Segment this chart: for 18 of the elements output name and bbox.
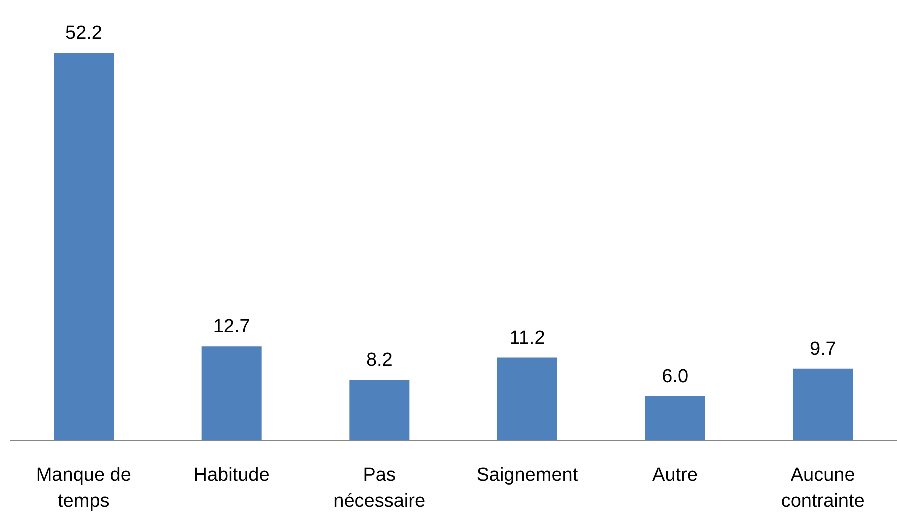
x-tick-label: Saignement bbox=[476, 464, 580, 488]
bar bbox=[350, 380, 410, 441]
data-label: 6.0 bbox=[662, 366, 689, 388]
data-label: 12.7 bbox=[213, 316, 250, 338]
data-label: 52.2 bbox=[66, 23, 102, 44]
bar bbox=[54, 53, 114, 441]
x-tick-label: Aucune contrainte bbox=[780, 464, 866, 514]
bar bbox=[645, 396, 706, 441]
x-tick-label: Pas nécessaire bbox=[332, 464, 427, 514]
x-tick-label: Habitude bbox=[192, 464, 271, 488]
data-label: 11.2 bbox=[510, 328, 546, 349]
bar bbox=[498, 358, 558, 441]
data-label: 9.7 bbox=[810, 338, 836, 360]
x-tick-label: Manque de temps bbox=[35, 464, 132, 514]
data-label: 8.2 bbox=[366, 350, 393, 372]
x-tick-label: Autre bbox=[652, 464, 699, 488]
bar bbox=[202, 346, 262, 441]
bar bbox=[793, 368, 854, 441]
